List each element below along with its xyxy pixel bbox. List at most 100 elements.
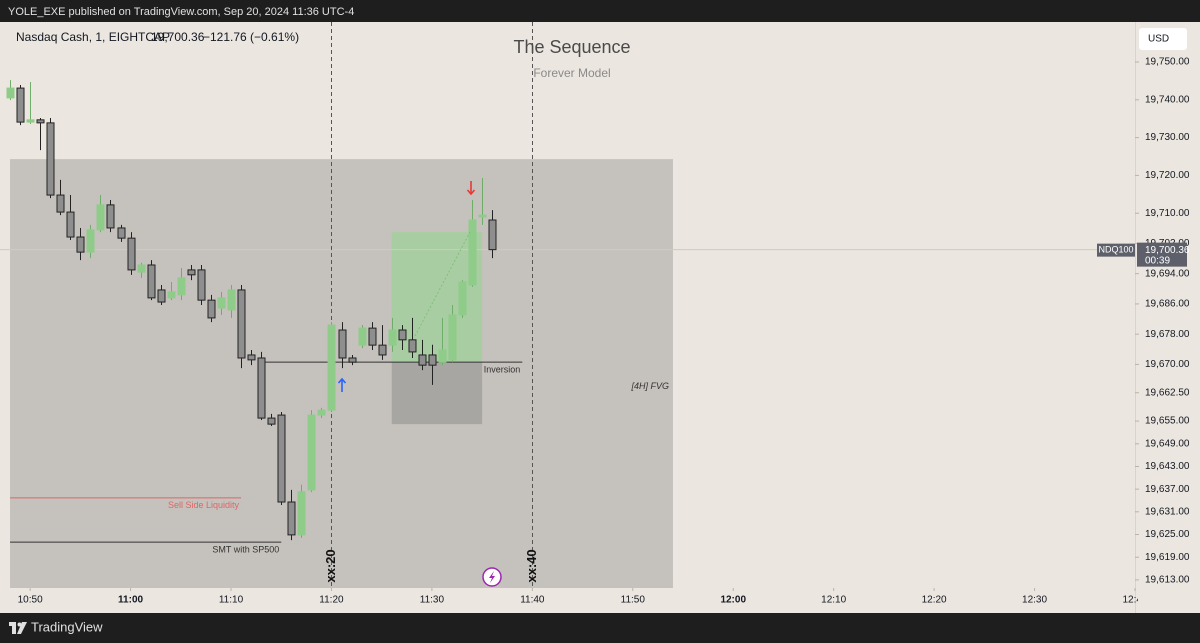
candle-body [468, 219, 477, 286]
candle-body [438, 349, 447, 363]
candle-body [277, 414, 286, 503]
candle-body [478, 214, 487, 218]
candle-body [76, 236, 85, 253]
x-tick-label: 12:30 [1022, 595, 1047, 606]
y-tick-label: 19,625.00 [1145, 529, 1190, 540]
top-bar [0, 0, 1200, 22]
candle-body [458, 281, 467, 316]
up-arrow [337, 377, 347, 392]
y-tick-label: 19,740.00 [1145, 94, 1190, 105]
currency: USD [1148, 34, 1169, 45]
candle-body [197, 269, 206, 301]
x-tick-label: 11:20 [319, 595, 344, 606]
candle-body [96, 204, 105, 231]
candle-body [227, 289, 236, 311]
candle-body [448, 314, 457, 361]
candle-body [408, 339, 417, 353]
zone [391, 362, 483, 425]
y-tick-label: 19,637.00 [1145, 484, 1190, 495]
candle-body [488, 219, 497, 251]
level-label: Sell Side Liquidity [168, 500, 240, 510]
x-tick-label: 11:30 [420, 595, 445, 606]
candle-body [56, 194, 65, 213]
candle-body [106, 204, 115, 229]
marker-label: xx:40 [524, 549, 539, 582]
candle-body [207, 299, 216, 319]
y-tick-label: 19,643.00 [1145, 461, 1190, 472]
candle-body [217, 297, 226, 309]
y-tick-label: 19,655.00 [1145, 416, 1190, 427]
y-tick-label: 19,613.00 [1145, 575, 1190, 586]
candle-body [167, 291, 176, 299]
y-tick-label: 19,662.50 [1145, 387, 1190, 398]
zone [391, 232, 483, 363]
x-tick-label: 12:40 [1122, 595, 1147, 606]
symbol-tag-label: NDQ100 [1098, 245, 1133, 255]
symbol-tag [1097, 243, 1135, 257]
x-axis: 10:50 11:00 11:10 11:20 11:30 11:40 11:50 12:00… [18, 588, 1147, 606]
candle-body [297, 491, 306, 536]
legend-change: −121.76 (−0.61%) [203, 30, 299, 44]
lightning-icon[interactable] [482, 567, 502, 587]
price-tag [1137, 242, 1187, 267]
candle-body [177, 277, 186, 296]
x-tick-label: 12:00 [720, 595, 746, 606]
y-tick-label: 19,678.00 [1145, 329, 1190, 340]
x-tick-label: 12:20 [922, 595, 947, 606]
x-tick-label: 11:50 [621, 595, 646, 606]
candle-body [46, 122, 55, 196]
candle-body [127, 237, 136, 271]
y-tick-label: 19,631.00 [1145, 506, 1190, 517]
candle-body [267, 417, 276, 425]
price-tag-value: 19,700.36 [1145, 245, 1190, 256]
x-tick-label: 10:50 [18, 595, 43, 606]
y-tick-label: 19,710.00 [1145, 208, 1190, 219]
level-label: SMT with SP500 [212, 544, 279, 554]
legend-last: 19,700.36 [151, 30, 205, 44]
candle-body [287, 501, 296, 536]
y-tick-label: 19,686.00 [1145, 299, 1190, 310]
candle-body [66, 211, 75, 238]
candle-body [157, 289, 166, 303]
x-tick-label: 11:10 [219, 595, 244, 606]
candle-body [257, 357, 266, 419]
marker-label: xx:20 [323, 549, 338, 582]
candle-body [187, 269, 196, 276]
down-arrow [466, 181, 476, 196]
chart-title: The Sequence [513, 37, 630, 57]
candle-body [388, 329, 397, 346]
brand-logo [9, 622, 27, 634]
candle-body [147, 264, 156, 299]
chart-subtitle: Forever Model [533, 66, 610, 80]
candle-body [368, 327, 377, 346]
y-tick-label: 19,670.00 [1145, 359, 1190, 370]
x-tick-label: 11:00 [118, 595, 143, 606]
brand: TradingView [31, 619, 103, 634]
candle-body [378, 344, 387, 356]
plot-layer: [4H] FVG xx:20 xx:40 Inversion Sell Side Liq… [0, 22, 1135, 589]
price-tag-countdown: 00:39 [1145, 255, 1170, 266]
y-tick-label: 19,694.00 [1145, 268, 1190, 279]
candle-body [137, 264, 146, 273]
candle-body [117, 227, 126, 239]
y-tick-label: 19,619.00 [1145, 552, 1190, 563]
x-tick-label: 12:10 [821, 595, 846, 606]
candle-body [307, 414, 316, 491]
y-tick-label: 19,730.00 [1145, 132, 1190, 143]
candle-body [398, 329, 407, 341]
x-tick-label: 11:40 [520, 595, 545, 606]
legend-symbol: Nasdaq Cash, 1, EIGHTCAP [16, 30, 170, 44]
currency-button[interactable] [1139, 28, 1187, 50]
candle-body [338, 329, 347, 359]
publisher: YOLE_EXE published on TradingView.com, S… [8, 6, 354, 18]
candle-body [428, 354, 437, 366]
candle-body [247, 354, 256, 361]
candle-body [86, 229, 95, 253]
bottom-bar [0, 613, 1200, 643]
candle-body [348, 357, 357, 363]
y-tick-label: 19,750.00 [1145, 57, 1190, 68]
level-label: Inversion [484, 365, 521, 375]
candle-body [36, 119, 45, 124]
candle-body [237, 289, 246, 359]
candle-body [6, 87, 15, 99]
